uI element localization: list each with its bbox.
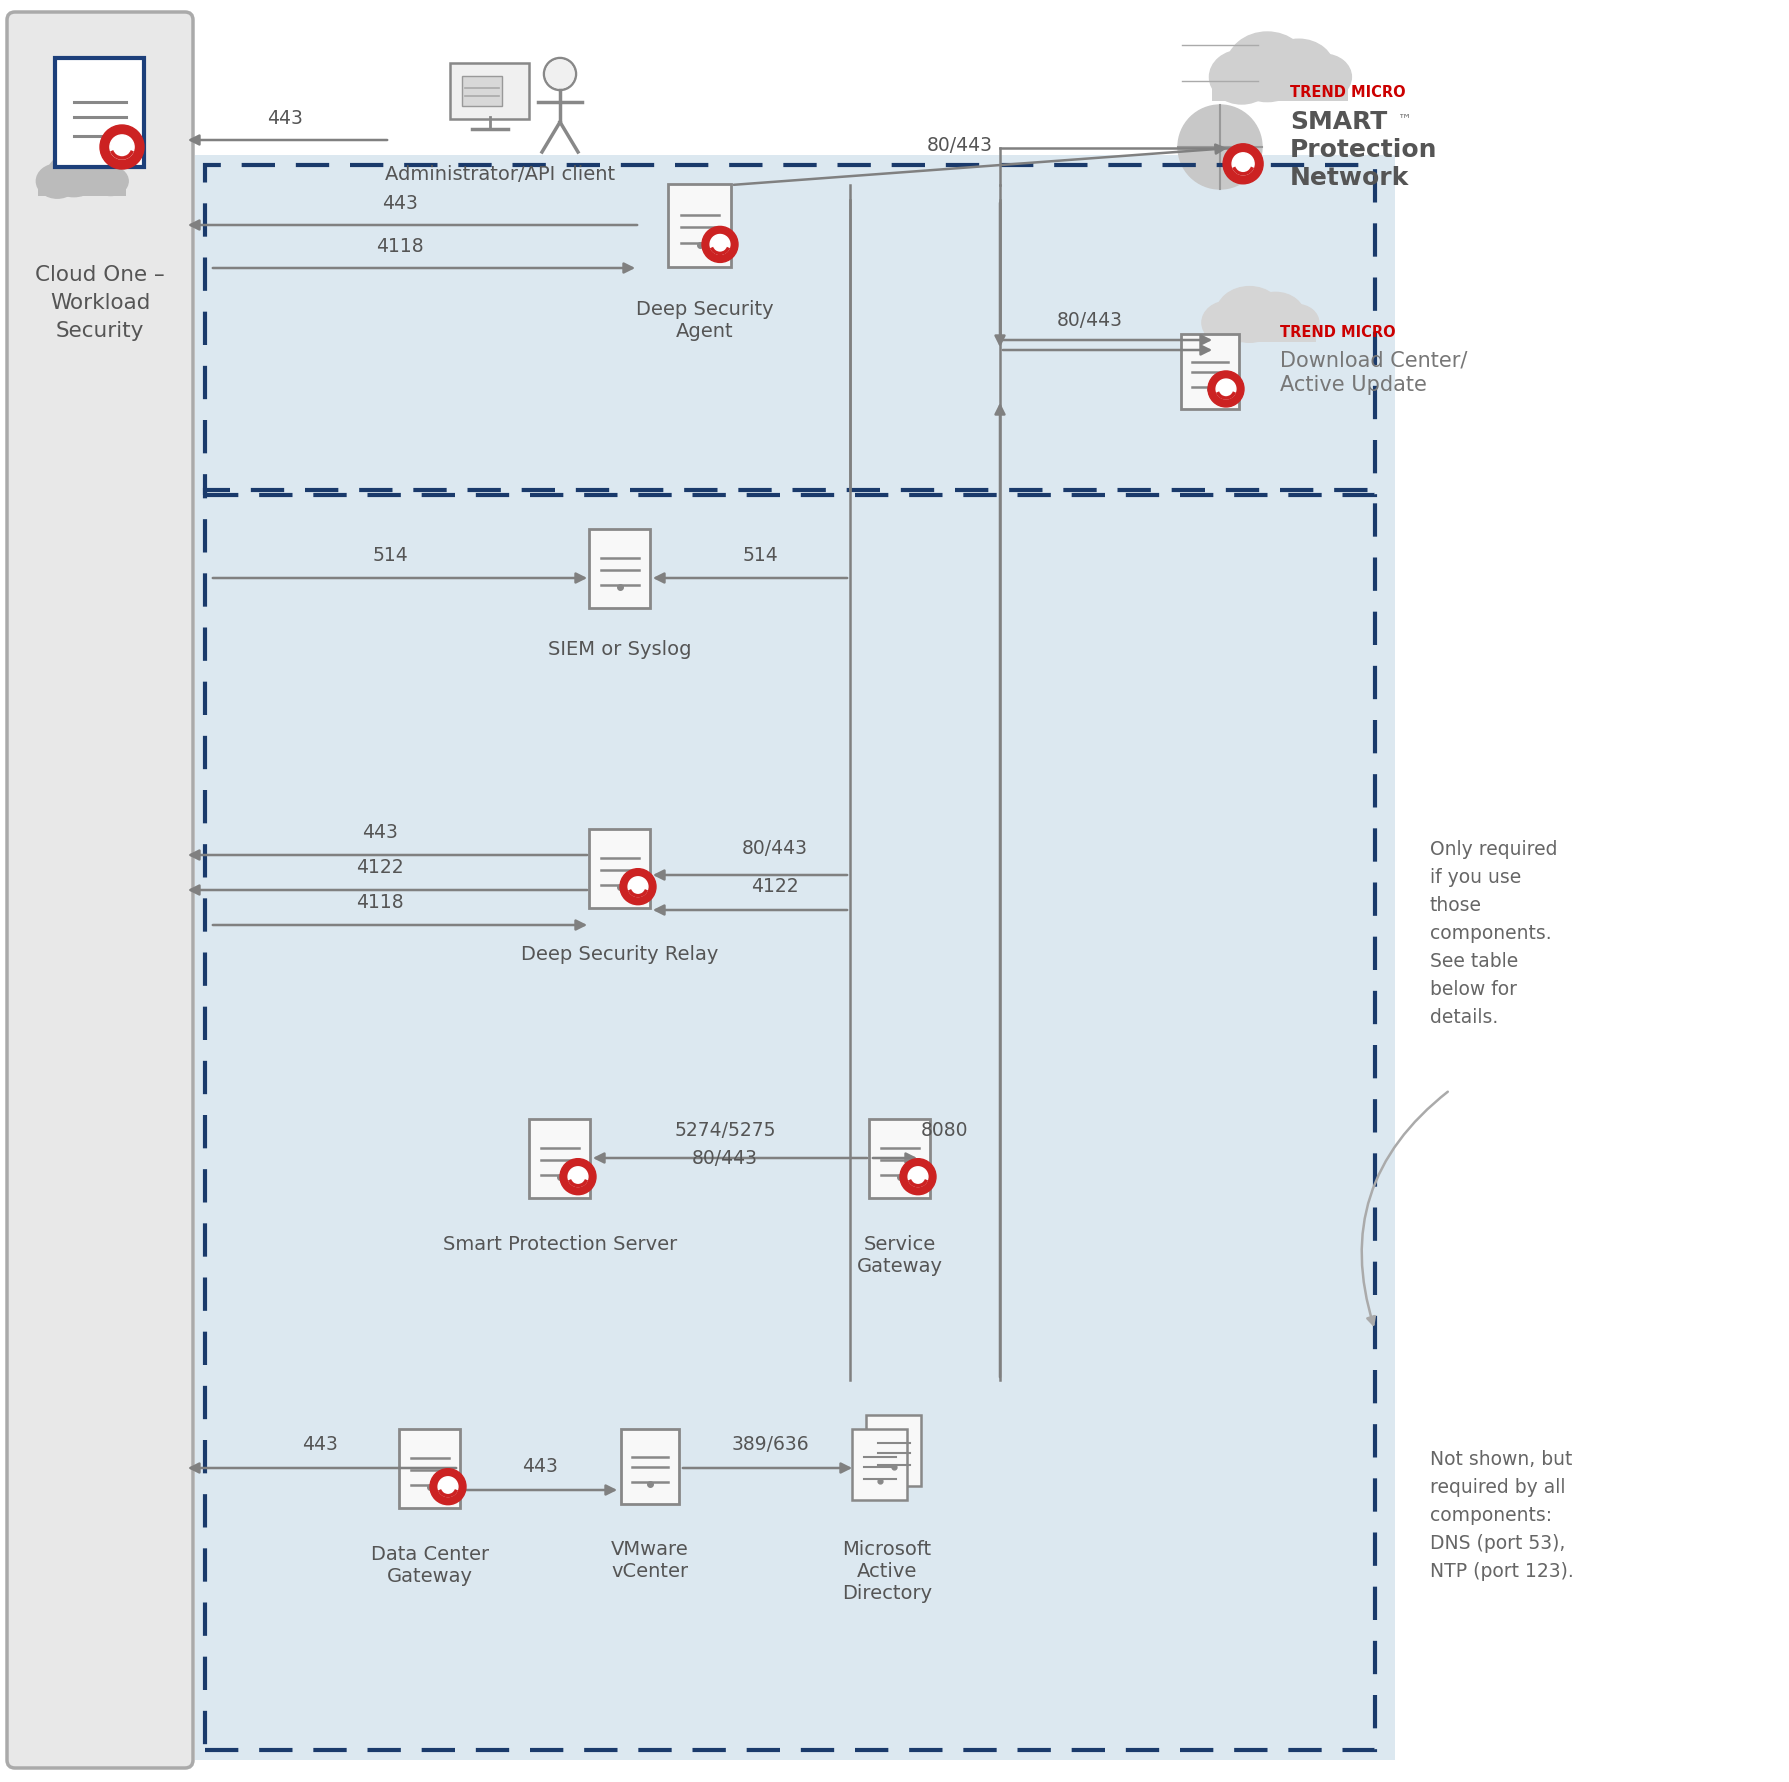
- Circle shape: [710, 235, 730, 255]
- Ellipse shape: [1215, 287, 1283, 342]
- Text: TREND MICRO: TREND MICRO: [1290, 86, 1404, 100]
- Text: SMART
Protection
Network: SMART Protection Network: [1290, 110, 1437, 189]
- Bar: [206, 166, 1374, 495]
- Text: 80/443: 80/443: [742, 839, 807, 857]
- Text: SIEM or Syslog: SIEM or Syslog: [547, 640, 691, 659]
- FancyBboxPatch shape: [589, 529, 649, 608]
- Circle shape: [546, 61, 574, 87]
- Ellipse shape: [93, 168, 129, 196]
- Circle shape: [1215, 380, 1234, 399]
- FancyBboxPatch shape: [399, 1429, 460, 1508]
- FancyBboxPatch shape: [1181, 333, 1238, 408]
- Ellipse shape: [1297, 53, 1351, 100]
- Circle shape: [109, 135, 134, 159]
- Text: Service
Gateway: Service Gateway: [857, 1235, 943, 1276]
- Bar: [462, 77, 501, 105]
- Circle shape: [1177, 105, 1261, 189]
- Text: 443: 443: [381, 194, 417, 214]
- Text: 80/443: 80/443: [692, 1149, 757, 1167]
- Circle shape: [701, 226, 737, 262]
- Text: ™: ™: [1397, 112, 1412, 127]
- Text: Data Center
Gateway: Data Center Gateway: [370, 1545, 488, 1586]
- Ellipse shape: [1200, 301, 1254, 344]
- Ellipse shape: [1209, 50, 1274, 103]
- Ellipse shape: [1245, 292, 1304, 340]
- Ellipse shape: [72, 157, 116, 196]
- Text: Microsoft
Active
Directory: Microsoft Active Directory: [841, 1540, 932, 1604]
- FancyBboxPatch shape: [451, 62, 530, 119]
- FancyBboxPatch shape: [7, 12, 193, 1768]
- FancyBboxPatch shape: [589, 829, 649, 907]
- Text: 389/636: 389/636: [730, 1435, 809, 1454]
- Circle shape: [560, 1158, 596, 1194]
- FancyBboxPatch shape: [866, 1415, 921, 1486]
- Text: 443: 443: [361, 823, 397, 843]
- Ellipse shape: [1263, 39, 1333, 100]
- Bar: [1204, 315, 1315, 342]
- Bar: [1211, 68, 1347, 102]
- Text: Deep Security
Agent: Deep Security Agent: [635, 299, 773, 340]
- FancyBboxPatch shape: [852, 1429, 907, 1499]
- Circle shape: [100, 125, 143, 169]
- Text: Administrator/API client: Administrator/API client: [385, 166, 615, 184]
- Ellipse shape: [1225, 32, 1308, 102]
- Circle shape: [628, 877, 648, 896]
- Text: Download Center/
Active Update: Download Center/ Active Update: [1279, 349, 1467, 396]
- FancyBboxPatch shape: [530, 1119, 590, 1198]
- Circle shape: [1231, 153, 1254, 175]
- FancyBboxPatch shape: [869, 1119, 930, 1198]
- Text: 443: 443: [522, 1458, 558, 1475]
- Bar: [206, 490, 1374, 1750]
- Bar: [38, 175, 125, 196]
- Circle shape: [1222, 144, 1263, 184]
- Text: 514: 514: [742, 545, 778, 565]
- FancyBboxPatch shape: [55, 59, 145, 168]
- Text: 4122: 4122: [356, 857, 404, 877]
- Circle shape: [429, 1468, 465, 1504]
- Ellipse shape: [36, 164, 79, 198]
- Text: 5274/5275: 5274/5275: [674, 1121, 775, 1140]
- Text: TREND MICRO: TREND MICRO: [1279, 324, 1395, 340]
- Text: 443: 443: [302, 1435, 338, 1454]
- FancyBboxPatch shape: [621, 1429, 678, 1504]
- Text: 80/443: 80/443: [1057, 312, 1122, 330]
- Text: 4118: 4118: [376, 237, 424, 257]
- Circle shape: [1208, 371, 1243, 406]
- Circle shape: [619, 868, 655, 905]
- Text: Not shown, but
required by all
components:
DNS (port 53),
NTP (port 123).: Not shown, but required by all component…: [1429, 1451, 1573, 1581]
- Ellipse shape: [1274, 305, 1318, 340]
- Text: Cloud One –
Workload
Security: Cloud One – Workload Security: [36, 266, 165, 340]
- Text: 80/443: 80/443: [927, 135, 993, 155]
- Text: VMware
vCenter: VMware vCenter: [610, 1540, 689, 1581]
- Text: 514: 514: [372, 545, 408, 565]
- Ellipse shape: [47, 153, 100, 196]
- Circle shape: [907, 1167, 927, 1187]
- Text: 4118: 4118: [356, 893, 404, 912]
- Text: Smart Protection Server: Smart Protection Server: [442, 1235, 676, 1255]
- Circle shape: [438, 1477, 458, 1497]
- Text: Deep Security Relay: Deep Security Relay: [521, 944, 719, 964]
- Circle shape: [900, 1158, 936, 1194]
- Bar: [195, 155, 1394, 1761]
- Text: 8080: 8080: [921, 1121, 968, 1140]
- Text: Only required
if you use
those
components.
See table
below for
details.: Only required if you use those component…: [1429, 839, 1556, 1026]
- Text: 443: 443: [267, 109, 302, 128]
- Text: 4122: 4122: [751, 877, 798, 896]
- Circle shape: [567, 1167, 587, 1187]
- FancyBboxPatch shape: [667, 184, 732, 267]
